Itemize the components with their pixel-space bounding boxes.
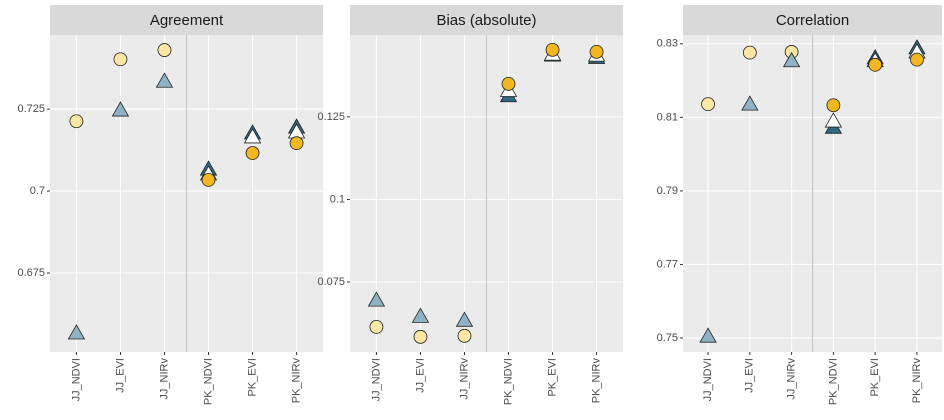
panel-title: Correlation <box>776 12 849 29</box>
strip <box>683 5 942 35</box>
strip <box>350 5 623 35</box>
circle-point <box>201 172 216 187</box>
circle-point <box>701 97 715 112</box>
x-tick-label: PK_NDVI <box>202 358 214 405</box>
circle-point <box>413 329 428 344</box>
y-tick-label: 0.725 <box>17 103 45 115</box>
circle-point <box>826 98 841 113</box>
circle-point <box>113 52 128 67</box>
triangle-point <box>243 128 262 144</box>
circle-point <box>369 320 384 334</box>
x-tick-label: JJ_EVI <box>414 358 426 393</box>
y-tick-label: 0.1 <box>330 193 345 205</box>
x-tick-label: JJ_NIRv <box>158 358 170 400</box>
x-tick-label: PK_NIRv <box>290 358 302 404</box>
x-tick-label: JJ_NDVI <box>370 358 382 401</box>
x-tick-label: PK_NDVI <box>827 358 839 405</box>
circle-point <box>868 57 883 72</box>
x-tick-label: PK_EVI <box>869 358 881 397</box>
triangle-point <box>155 72 174 88</box>
y-tick-label: 0.075 <box>317 276 345 288</box>
x-tick-label: JJ_NDVI <box>702 358 714 401</box>
circle-point <box>545 42 560 57</box>
triangle-point <box>67 324 86 340</box>
triangle-point <box>111 101 130 117</box>
x-tick-label: JJ_EVI <box>114 358 126 393</box>
triangle-point <box>367 291 386 307</box>
y-tick-label: 0.125 <box>317 111 345 123</box>
circle-point <box>157 43 172 57</box>
y-tick-label: 0.83 <box>657 38 678 50</box>
x-tick-label: PK_NIRv <box>590 358 602 404</box>
panel-title: Agreement <box>150 12 224 29</box>
y-tick-label: 0.77 <box>657 258 678 270</box>
triangle-point <box>741 95 759 111</box>
circle-point <box>457 328 472 343</box>
triangle-point <box>782 51 801 68</box>
x-tick-label: JJ_NIRv <box>786 358 798 400</box>
triangle-point <box>411 307 430 323</box>
triangle-point <box>699 327 717 343</box>
triangle-point <box>824 112 843 128</box>
y-tick-label: 0.79 <box>657 185 678 197</box>
x-tick-label: JJ_NIRv <box>458 358 470 400</box>
circle-point <box>589 44 604 59</box>
x-tick-label: PK_NDVI <box>502 358 514 405</box>
triangle-point <box>455 311 474 327</box>
circle-point <box>289 136 304 151</box>
circle-point <box>501 76 516 91</box>
circle-point <box>910 52 924 67</box>
circle-point <box>245 146 260 160</box>
x-tick-label: JJ_EVI <box>744 358 756 393</box>
y-tick-label: 0.7 <box>30 185 45 197</box>
circle-point <box>742 45 757 60</box>
y-tick-label: 0.675 <box>17 267 45 279</box>
strip <box>50 5 323 35</box>
circle-point <box>69 114 84 129</box>
x-tick-label: JJ_NDVI <box>70 358 82 401</box>
x-tick-label: PK_NIRv <box>911 358 923 404</box>
y-tick-label: 0.81 <box>657 111 678 123</box>
x-tick-label: PK_EVI <box>246 358 258 397</box>
y-tick-label: 0.75 <box>657 332 678 344</box>
x-tick-label: PK_EVI <box>546 358 558 397</box>
panel-title: Bias (absolute) <box>436 12 536 29</box>
